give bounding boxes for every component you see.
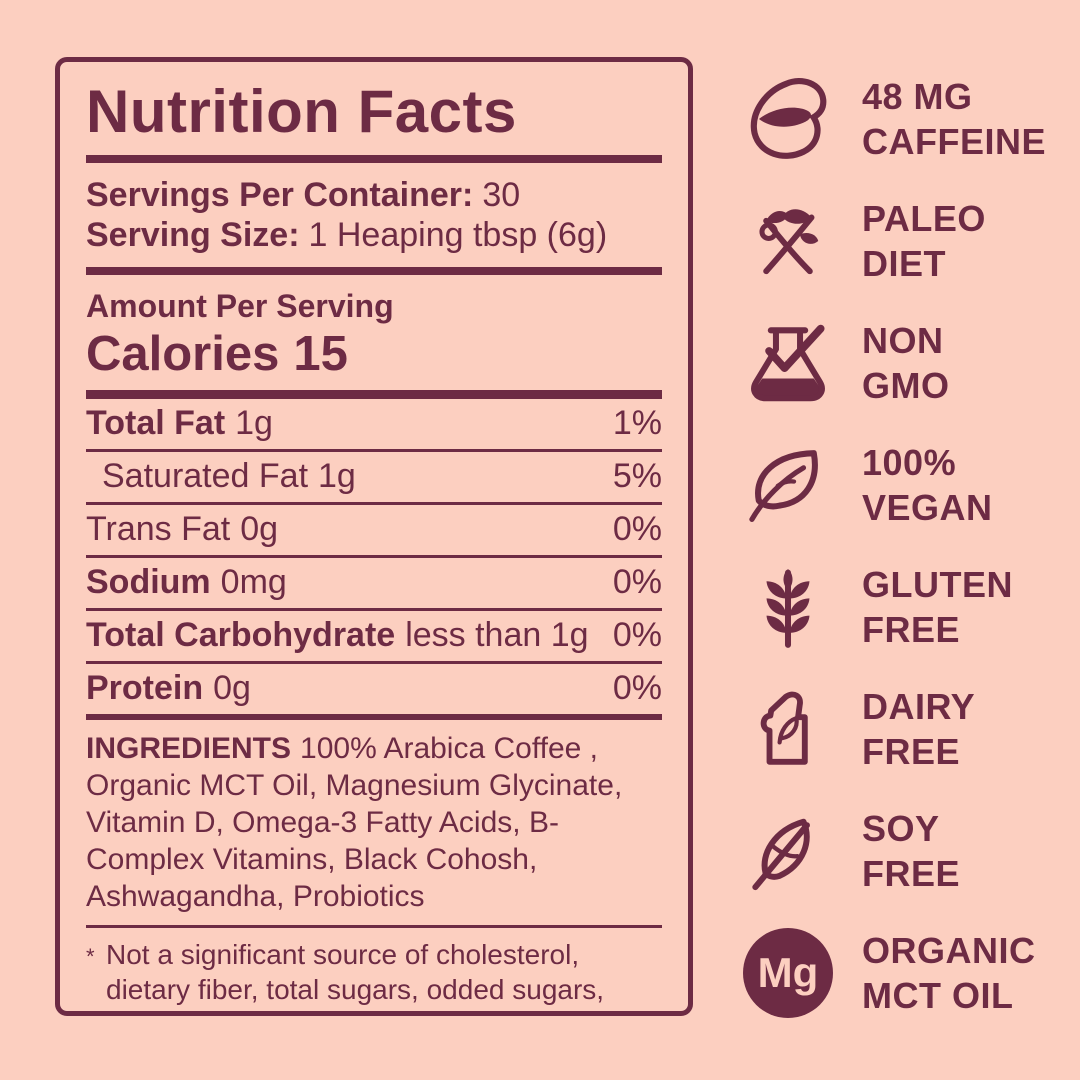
soy-leaf-slash-icon	[742, 808, 834, 894]
badge-label: SOY FREE	[862, 806, 960, 896]
nutrient-amount: 0g	[240, 510, 279, 549]
badge-label-line1: SOY	[862, 808, 940, 849]
serving-size-label: Serving Size:	[86, 215, 300, 254]
footnote-divider	[86, 924, 662, 928]
row-divider	[86, 448, 662, 452]
badge-label-line1: GLUTEN	[862, 564, 1013, 605]
mg-circle-icon: Mg	[742, 928, 834, 1018]
nutrient-name: Sodium	[86, 563, 211, 602]
calories-line: Calories 15	[86, 327, 662, 382]
divider	[86, 154, 662, 163]
flask-check-icon	[742, 320, 834, 406]
milk-carton-leaf-icon	[742, 687, 834, 771]
footnote-asterisk: *	[86, 943, 95, 969]
daily-value: 1%	[612, 404, 662, 443]
badge-label-line2: MCT OIL	[862, 975, 1014, 1016]
nutrient-name: Trans Fat	[86, 510, 231, 549]
mg-symbol-text: Mg	[757, 949, 819, 996]
badge-label-line1: 48 MG	[862, 76, 973, 117]
ingredients-paragraph: INGREDIENTS 100% Arabica Coffee , Organic…	[86, 730, 662, 915]
serving-size-value: 1 Heaping tbsp (6g)	[308, 215, 608, 254]
nutrition-facts-panel: Nutrition Facts Servings Per Container: 3…	[55, 57, 693, 1016]
nutrient-name: Protein	[86, 669, 204, 708]
nutrient-name: Total Carbohydrate	[86, 616, 396, 655]
badge-label-line2: GMO	[862, 365, 950, 406]
daily-value: 0%	[612, 563, 662, 602]
nutrient-amount: 0mg	[220, 563, 287, 602]
badge-label-line1: 100%	[862, 442, 957, 483]
servings-per-container-line: Servings Per Container: 30	[86, 175, 662, 215]
badge-label-line1: PALEO	[862, 198, 986, 239]
table-row-protein: Protein 0g 0%	[86, 664, 662, 714]
daily-value: 0%	[612, 616, 662, 655]
nutrient-name: Saturated Fat	[102, 457, 309, 496]
nutrient-amount: 0g	[213, 669, 251, 708]
paleo-crossed-branches-icon	[742, 199, 834, 283]
ingredients-label: INGREDIENTS	[86, 731, 292, 765]
row-divider	[86, 554, 662, 558]
badge-label: ORGANIC MCT OIL	[862, 928, 1036, 1018]
badge-label: DAIRY FREE	[862, 684, 975, 774]
daily-value: 5%	[612, 457, 662, 496]
row-divider	[86, 607, 662, 611]
nutrient-amount: 1g	[318, 457, 356, 496]
calories-value: 15	[293, 326, 348, 381]
ingredients-text: 100% Arabica Coffee , Organic MCT Oil, M…	[86, 731, 623, 913]
divider	[86, 266, 662, 275]
amount-per-serving-label: Amount Per Serving	[86, 287, 394, 324]
badge-label: 48 MG CAFFEINE	[862, 74, 1046, 164]
badge-label-line2: VEGAN	[862, 487, 993, 528]
daily-value: 0%	[612, 510, 662, 549]
coffee-bean-icon	[742, 75, 834, 163]
table-row-total-fat: Total Fat 1g 1%	[86, 399, 662, 449]
table-row-sodium: Sodium 0mg 0%	[86, 558, 662, 608]
badge-label-line1: NON	[862, 320, 944, 361]
footnote-text: Not a significant source of cholesterol,…	[106, 938, 605, 1011]
badge-label: 100% VEGAN	[862, 440, 993, 530]
calories-label: Calories	[86, 326, 280, 381]
daily-value: 0%	[612, 669, 662, 708]
badge-non-gmo: NON GMO	[742, 302, 1062, 424]
badge-label: NON GMO	[862, 318, 950, 408]
badge-paleo: PALEO DIET	[742, 180, 1062, 302]
badge-label-line1: DAIRY	[862, 686, 976, 727]
servings-per-container-value: 30	[482, 175, 521, 214]
servings-block: Servings Per Container: 30 Serving Size: 1…	[86, 175, 662, 255]
badge-label-line2: CAFFEINE	[862, 121, 1046, 162]
badge-label-line2: FREE	[862, 853, 961, 894]
row-divider	[86, 660, 662, 664]
badge-column: 48 MG CAFFEINE PALEO DIET	[742, 58, 1062, 1034]
table-row-saturated-fat: Saturated Fat 1g 5%	[86, 452, 662, 502]
badge-mct-oil: Mg ORGANIC MCT OIL	[742, 912, 1062, 1034]
badge-label-line2: FREE	[862, 609, 961, 650]
leaf-icon	[742, 442, 834, 528]
nutrient-amount: 1g	[235, 404, 273, 443]
nutrition-facts-title: Nutrition Facts	[86, 78, 517, 145]
badge-label: GLUTEN FREE	[862, 562, 1013, 652]
badge-label-line1: ORGANIC	[862, 930, 1036, 971]
section-divider	[86, 713, 662, 720]
badge-caffeine: 48 MG CAFFEINE	[742, 58, 1062, 180]
badge-vegan: 100% VEGAN	[742, 424, 1062, 546]
table-row-trans-fat: Trans Fat 0g 0%	[86, 505, 662, 555]
thick-divider	[86, 389, 662, 399]
badge-label-line2: DIET	[862, 243, 947, 284]
row-divider	[86, 501, 662, 505]
badge-dairy-free: DAIRY FREE	[742, 668, 1062, 790]
wheat-icon	[742, 564, 834, 650]
mg-circle: Mg	[743, 928, 833, 1018]
servings-per-container-label: Servings Per Container:	[86, 175, 474, 214]
table-row-total-carbohydrate: Total Carbohydrate less than 1g 0%	[86, 611, 662, 661]
badge-gluten-free: GLUTEN FREE	[742, 546, 1062, 668]
badge-soy-free: SOY FREE	[742, 790, 1062, 912]
badge-label: PALEO DIET	[862, 196, 986, 286]
footnote: * Not a significant source of cholestero…	[86, 937, 662, 1011]
serving-size-line: Serving Size: 1 Heaping tbsp (6g)	[86, 215, 662, 255]
nutrient-name: Total Fat	[86, 404, 226, 443]
badge-label-line2: FREE	[862, 731, 961, 772]
nutrient-amount: less than 1g	[405, 616, 589, 655]
